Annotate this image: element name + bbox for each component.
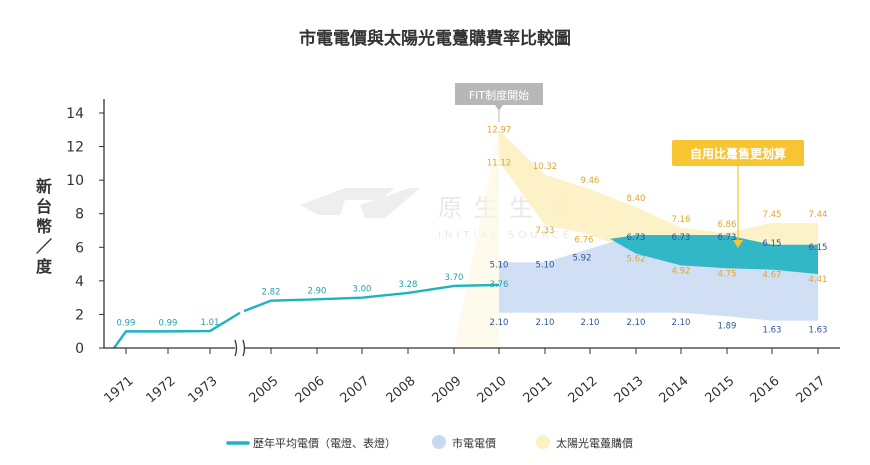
fit-start-callout [455, 83, 543, 105]
y-tick-label: 8 [75, 207, 84, 223]
legend-label: 市電電價 [452, 436, 496, 450]
y-tick-label: 12 [66, 140, 84, 156]
grid-price-high-label: 6.73 [672, 233, 691, 243]
solar-price-low-label: 4.75 [718, 269, 737, 279]
watermark-subtext: INITIAL SOURCE [438, 230, 573, 241]
y-tick-label: 6 [75, 240, 84, 256]
grid-price-low-label: 1.89 [718, 321, 737, 331]
grid-price-high-label: 6.15 [763, 239, 782, 249]
x-tick-label: 1972 [144, 374, 179, 407]
solar-price-high-label: 7.45 [763, 210, 782, 220]
grid-price-high-label: 6.15 [809, 243, 828, 253]
avg-price-label: 0.99 [117, 318, 136, 328]
solar-price-low-label: 7.33 [536, 226, 555, 236]
x-tick-label: 2008 [384, 374, 419, 407]
avg-price-label: 3.00 [353, 285, 372, 295]
grid-price-low-label: 1.63 [809, 326, 828, 336]
solar-price-high-label: 12.97 [487, 125, 511, 135]
solar-price-low-label: 4.92 [672, 266, 691, 276]
x-tick-label: 2016 [748, 374, 783, 407]
solar-price-high-label: 6.86 [718, 220, 737, 230]
x-tick-label: 2012 [566, 374, 601, 407]
x-tick-label: 2014 [657, 374, 692, 407]
x-tick-label: 2010 [475, 374, 510, 407]
grid-price-low-label: 2.10 [672, 318, 691, 328]
y-tick-label: 14 [66, 106, 84, 122]
solar-price-high-label: 9.46 [581, 176, 600, 186]
x-tick-label: 2011 [521, 374, 556, 407]
x-tick-label: 2015 [703, 374, 738, 407]
grid-price-high-label: 5.92 [573, 254, 592, 264]
x-tick-label: 1973 [186, 374, 221, 407]
solar-price-high-label: 10.32 [533, 162, 557, 172]
avg-price-label: 2.90 [308, 286, 327, 296]
y-tick-label: 2 [75, 307, 84, 323]
axis-break-gap [235, 342, 245, 354]
axis-break-mark [234, 339, 238, 357]
grid-price-low-label: 2.10 [581, 318, 600, 328]
watermark-logo [300, 188, 420, 218]
avg-price-label: 0.99 [159, 318, 178, 328]
grid-price-high-label: 5.10 [536, 260, 555, 270]
y-axis-label: 新台幣／度 [36, 177, 53, 276]
x-tick-label: 2007 [338, 374, 373, 407]
legend-label: 太陽光電躉購價 [556, 436, 633, 450]
solar-price-high-label: 7.44 [809, 210, 828, 220]
avg-price-label: 2.82 [262, 288, 281, 298]
axis-break-mark [242, 339, 246, 357]
data-labels: 0.99 0.99 1.01 2.82 2.90 3.00 3.28 3.70 3.76 5.10… [117, 125, 828, 335]
grid-price-low-label: 1.63 [763, 326, 782, 336]
x-tick-label: 2013 [612, 374, 647, 407]
avg-price-label: 3.76 [490, 280, 509, 290]
grid-price-low-label: 2.10 [536, 318, 555, 328]
avg-price-label: 1.01 [201, 318, 220, 328]
grid-price-high-label: 5.10 [490, 260, 509, 270]
fit-start-callout-pointer [495, 105, 503, 111]
grid-price-low-label: 2.10 [490, 318, 509, 328]
legend-circle-swatch [536, 435, 550, 449]
fit-start-wedge [454, 130, 499, 348]
x-tick-label: 2006 [293, 374, 328, 407]
self-use-leader-arrow [733, 240, 743, 248]
grid-price-high-label: 6.73 [627, 233, 646, 243]
solar-price-low-label: 4.67 [763, 271, 782, 281]
self-use-advantage-area [610, 235, 818, 274]
avg-price-label: 3.28 [399, 280, 418, 290]
y-tick-label: 4 [75, 274, 84, 290]
legend-label: 歷年平均電價（電燈、表燈） [253, 436, 396, 450]
legend: 歷年平均電價（電燈、表燈） 市電電價 太陽光電躉購價 [226, 435, 633, 450]
chart-title: 市電電價與太陽光電躉購費率比較圖 [299, 28, 571, 49]
self-use-callout [672, 140, 804, 166]
x-tick-label: 1971 [102, 374, 137, 407]
legend-circle-swatch [432, 435, 446, 449]
y-tick-label: 0 [75, 341, 84, 357]
grid-price-high-label: 6.73 [718, 233, 737, 243]
fit-start-callout-text: FIT制度開始 [469, 88, 529, 102]
solar-price-high-label: 7.16 [672, 215, 691, 225]
solar-price-low-label: 11.12 [487, 158, 511, 168]
avg-price-label: 3.70 [445, 273, 464, 283]
x-tick-label: 2017 [794, 374, 829, 407]
solar-price-low-label: 6.76 [575, 236, 594, 246]
average-price-line [113, 283, 500, 349]
x-tick-label: 2009 [430, 374, 465, 407]
self-use-callout-text: 自用比躉售更划算 [690, 146, 786, 161]
y-tick-label: 10 [66, 173, 84, 189]
grid-price-low-label: 2.10 [627, 318, 646, 328]
solar-price-low-label: 5.62 [627, 255, 646, 265]
solar-price-high-label: 8.40 [627, 194, 646, 204]
x-tick-label: 2005 [247, 374, 282, 407]
solar-price-low-label: 4.41 [809, 275, 828, 285]
